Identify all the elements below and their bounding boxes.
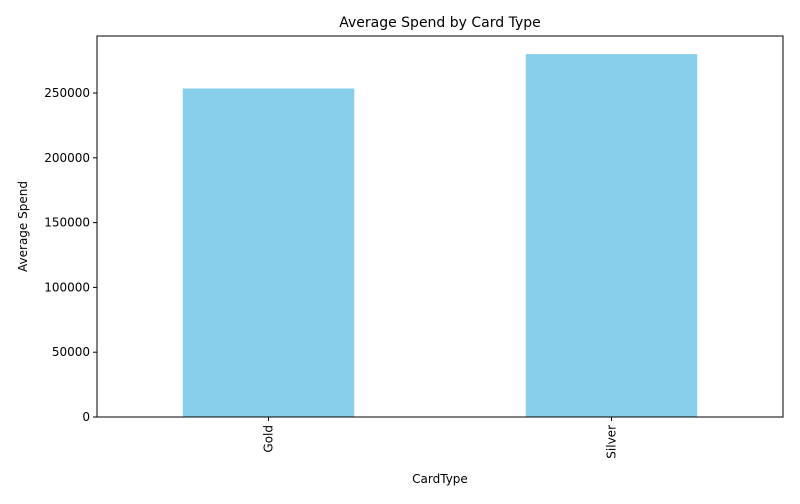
y-tick-label: 150000 [44,216,90,230]
y-tick-label: 100000 [44,280,90,294]
plot-area: Gold Silver 0 50000 100000 150000 200000 250000 [44,35,784,459]
x-tick-label-gold: Gold [262,425,276,453]
x-axis-label: CardType [412,472,468,486]
bar-gold [182,88,355,418]
y-tick-label: 50000 [52,345,90,359]
bar-silver [525,54,698,418]
y-tick-label: 200000 [44,151,90,165]
x-tick-label-silver: Silver [605,425,619,459]
y-tick-label: 0 [82,410,90,424]
chart-title: Average Spend by Card Type [339,15,541,31]
y-axis-label: Average Spend [16,181,30,272]
y-tick-label: 250000 [44,86,90,100]
axes-frame [96,35,784,418]
